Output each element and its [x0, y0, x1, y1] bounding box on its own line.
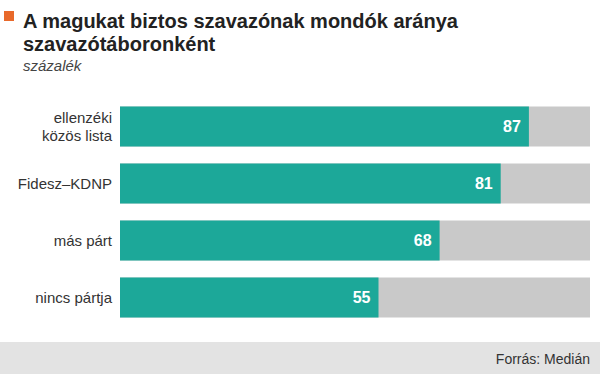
- svg-text:más párt: más párt: [54, 232, 113, 249]
- svg-text:87: 87: [503, 118, 521, 135]
- svg-text:81: 81: [475, 175, 493, 192]
- svg-text:ellenzéki: ellenzéki: [54, 109, 112, 126]
- svg-text:A magukat biztos szavazónak mo: A magukat biztos szavazónak mondók arány…: [23, 10, 459, 32]
- svg-text:55: 55: [353, 289, 371, 306]
- svg-text:68: 68: [414, 232, 432, 249]
- svg-text:százalék: százalék: [23, 57, 83, 74]
- svg-text:közös lista: közös lista: [42, 127, 113, 144]
- svg-text:Fidesz–KDNP: Fidesz–KDNP: [18, 175, 112, 192]
- svg-text:szavazótáboronként: szavazótáboronként: [23, 33, 216, 55]
- svg-text:Forrás: Medián: Forrás: Medián: [496, 351, 590, 367]
- svg-text:nincs pártja: nincs pártja: [35, 289, 112, 306]
